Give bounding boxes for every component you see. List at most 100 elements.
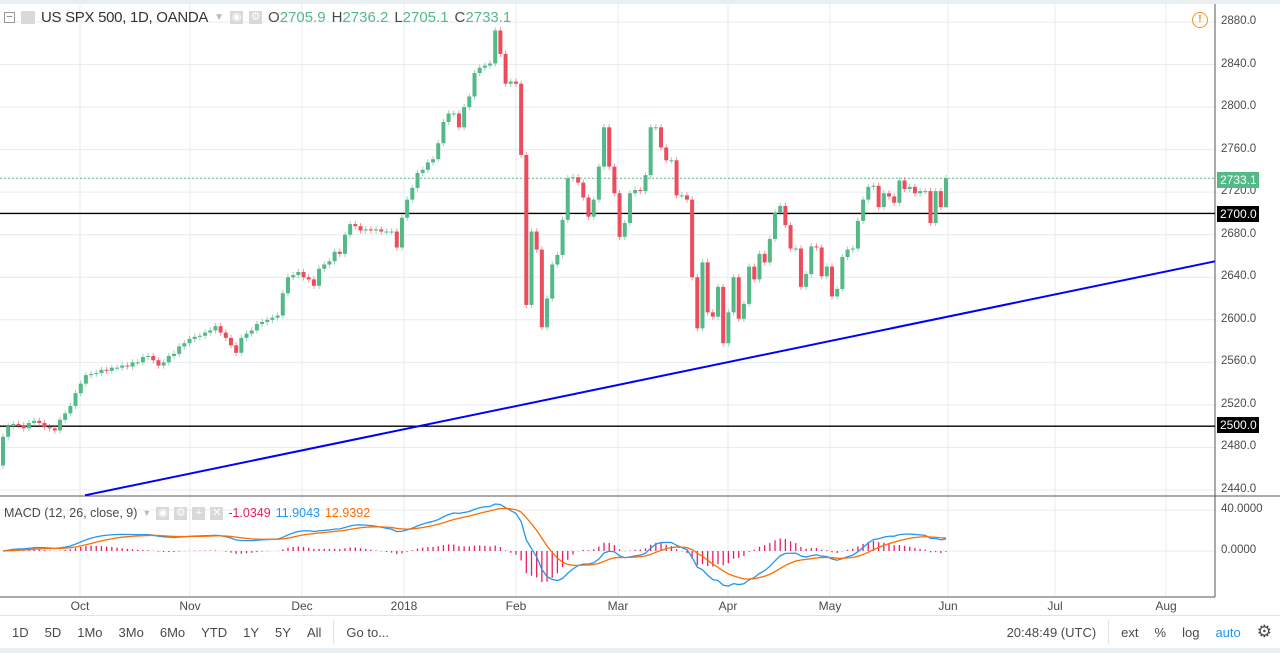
candle-body: [576, 177, 581, 183]
divider: [1108, 620, 1110, 644]
auto-toggle[interactable]: auto: [1215, 624, 1241, 640]
candle-body: [612, 166, 617, 194]
candle-body: [783, 206, 788, 226]
candle-body: [156, 360, 161, 366]
candle-body: [353, 224, 358, 227]
ext-toggle[interactable]: ext: [1121, 624, 1139, 640]
macd-line: [2, 503, 947, 587]
candle-body: [887, 193, 892, 197]
candle-body: [938, 191, 943, 208]
macd-signal-line: [2, 507, 947, 580]
eye-icon[interactable]: ◉: [230, 11, 244, 24]
range-button-all[interactable]: All: [306, 624, 322, 640]
price-chart[interactable]: [0, 0, 1280, 615]
range-button-1mo[interactable]: 1Mo: [77, 624, 103, 640]
date-tick-label: 2018: [390, 599, 418, 613]
price-tick-label: 2600.0: [1221, 312, 1257, 325]
candle-body: [374, 229, 379, 231]
gear-icon[interactable]: ⚙: [174, 506, 188, 520]
range-button-5d[interactable]: 5D: [44, 624, 62, 640]
candle-body: [410, 187, 415, 200]
level-tag-2500: 2500.0: [1217, 417, 1259, 433]
chevron-down-icon[interactable]: ▼: [142, 508, 152, 518]
candle-body: [866, 186, 871, 200]
candle-body: [871, 185, 876, 187]
candle-body: [301, 271, 306, 278]
candle-body: [622, 223, 627, 237]
candle-body: [89, 374, 94, 376]
candle-body: [57, 419, 62, 431]
plus-icon[interactable]: +: [192, 506, 206, 520]
candle-body: [627, 193, 632, 224]
candle-body: [798, 248, 803, 287]
chevron-down-icon[interactable]: ▼: [214, 12, 225, 23]
bottom-border: [0, 648, 1280, 653]
candle-body: [275, 315, 280, 318]
candle-body: [638, 190, 643, 192]
candle-body: [311, 279, 316, 286]
close-icon[interactable]: ✕: [210, 506, 224, 520]
settings-gear-icon[interactable]: ⚙: [1256, 622, 1272, 641]
range-button-6mo[interactable]: 6Mo: [159, 624, 186, 640]
candle-body: [389, 231, 394, 233]
candle-body: [529, 231, 534, 305]
range-button-ytd[interactable]: YTD: [201, 624, 228, 640]
candle-body: [472, 73, 477, 97]
candle-body: [835, 288, 840, 297]
percent-toggle[interactable]: %: [1154, 624, 1167, 640]
symbol-title[interactable]: US SPX 500, 1D, OANDA: [41, 9, 209, 26]
candle-body: [52, 428, 57, 431]
price-tick-label: 2760.0: [1221, 142, 1257, 155]
macd-line-value: 11.9043: [275, 506, 320, 520]
candle-body: [239, 337, 244, 353]
candle-body: [208, 330, 213, 333]
collapse-icon[interactable]: −: [4, 12, 15, 23]
candle-body: [684, 195, 689, 200]
eye-icon[interactable]: ◉: [156, 506, 170, 520]
candle-body: [317, 268, 322, 286]
candle-body: [68, 405, 73, 414]
macd-title[interactable]: MACD (12, 26, close, 9): [4, 506, 138, 520]
candle-body: [203, 332, 208, 336]
candle-body: [197, 335, 202, 337]
candle-body: [83, 375, 88, 384]
price-tick-label: 2640.0: [1221, 270, 1257, 283]
candle-body: [503, 53, 508, 84]
candle-body: [560, 219, 565, 255]
candle-body: [16, 424, 21, 426]
candle-body: [773, 212, 778, 239]
candle-body: [539, 249, 544, 328]
date-tick-label: Feb: [505, 599, 527, 613]
warning-icon[interactable]: !: [1192, 12, 1208, 28]
candle-body: [384, 231, 389, 233]
goto-button[interactable]: Go to...: [346, 624, 390, 640]
date-tick-label: Mar: [607, 599, 629, 613]
candle-body: [114, 367, 119, 369]
bottom-toolbar: 1D 5D 1Mo 3Mo 6Mo YTD 1Y 5Y All Go to... 20:48:4…: [0, 615, 1280, 648]
date-tick-label: Oct: [70, 599, 90, 613]
log-toggle[interactable]: log: [1182, 624, 1200, 640]
candle-body: [488, 63, 493, 66]
candle-body: [513, 81, 518, 84]
price-tick-label: 2840.0: [1221, 57, 1257, 70]
candle-body: [218, 326, 223, 333]
candle-body: [415, 173, 420, 188]
date-tick-label: Aug: [1155, 599, 1177, 613]
candle-body: [78, 383, 83, 394]
range-button-5y[interactable]: 5Y: [275, 624, 291, 640]
candle-body: [296, 271, 301, 276]
range-button-1y[interactable]: 1Y: [243, 624, 260, 640]
candle-body: [679, 195, 684, 197]
range-button-1d[interactable]: 1D: [12, 624, 29, 640]
candle-body: [493, 30, 498, 64]
candle-body: [607, 127, 612, 167]
date-tick-label: Jun: [938, 599, 958, 613]
candle-body: [550, 264, 555, 299]
candle-body: [788, 225, 793, 249]
gear-icon[interactable]: ⚙: [249, 11, 263, 24]
candle-body: [405, 199, 410, 218]
macd-tick-label: 40.0000: [1221, 503, 1263, 515]
range-button-3mo[interactable]: 3Mo: [118, 624, 144, 640]
candle-body: [944, 178, 948, 208]
candle-body: [861, 199, 866, 221]
